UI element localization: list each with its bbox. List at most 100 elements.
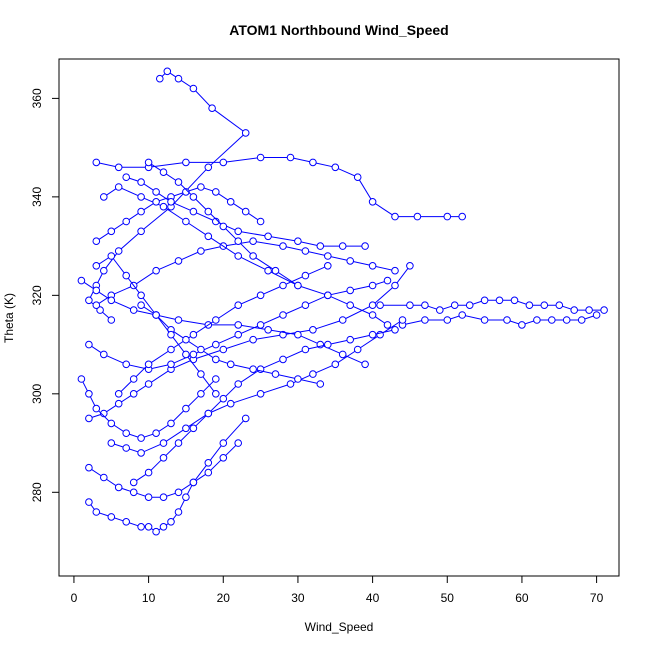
data-point bbox=[391, 326, 399, 334]
data-point bbox=[197, 183, 205, 191]
data-point bbox=[107, 227, 116, 236]
data-point bbox=[159, 168, 168, 176]
data-point bbox=[144, 493, 153, 502]
data-point bbox=[197, 370, 205, 378]
data-point bbox=[540, 301, 549, 310]
series-1 bbox=[85, 67, 250, 324]
data-point bbox=[204, 409, 213, 418]
data-point bbox=[107, 439, 116, 447]
series-14 bbox=[129, 326, 399, 487]
data-point bbox=[100, 266, 108, 275]
data-point bbox=[279, 330, 287, 339]
data-point bbox=[182, 404, 190, 413]
data-point bbox=[159, 202, 168, 211]
data-point bbox=[391, 212, 399, 221]
data-point bbox=[159, 523, 168, 531]
series-19 bbox=[92, 252, 220, 398]
x-axis-label: Wind_Speed bbox=[305, 620, 374, 634]
series-2 bbox=[92, 153, 467, 221]
data-point bbox=[137, 449, 145, 457]
data-point bbox=[129, 306, 138, 314]
data-point bbox=[421, 301, 429, 310]
data-point bbox=[137, 178, 145, 186]
y-axis-label: Theta (K) bbox=[2, 293, 16, 343]
series-4 bbox=[398, 311, 601, 329]
data-point bbox=[331, 360, 340, 369]
data-point bbox=[189, 478, 198, 487]
data-point bbox=[182, 424, 190, 433]
data-point bbox=[182, 335, 190, 344]
data-point bbox=[368, 262, 377, 270]
data-point bbox=[279, 242, 287, 250]
data-point bbox=[346, 301, 355, 310]
data-point bbox=[182, 188, 190, 196]
data-point bbox=[256, 390, 265, 398]
data-point bbox=[129, 488, 138, 497]
data-point bbox=[480, 296, 489, 305]
data-point bbox=[219, 222, 228, 231]
series-20 bbox=[144, 158, 302, 290]
data-point bbox=[212, 355, 220, 364]
series-5 bbox=[85, 414, 250, 536]
data-point bbox=[182, 217, 190, 226]
x-tick-label: 0 bbox=[71, 591, 78, 605]
data-point bbox=[137, 227, 145, 236]
data-point bbox=[167, 518, 175, 526]
data-point bbox=[294, 375, 302, 383]
y-tick-label: 340 bbox=[30, 187, 44, 207]
data-point bbox=[85, 340, 93, 349]
data-point bbox=[361, 242, 369, 250]
y-tick-label: 280 bbox=[30, 482, 44, 502]
series-9 bbox=[107, 316, 407, 457]
data-point bbox=[204, 468, 213, 477]
data-point bbox=[212, 390, 220, 398]
data-point bbox=[406, 301, 414, 310]
data-point bbox=[85, 463, 93, 472]
data-point bbox=[212, 340, 220, 349]
data-point bbox=[301, 301, 310, 310]
data-point bbox=[85, 390, 93, 398]
x-axis: 0 10 20 30 40 50 60 70 bbox=[71, 575, 604, 605]
data-point bbox=[100, 473, 108, 482]
data-point bbox=[144, 523, 153, 531]
data-point bbox=[114, 399, 123, 408]
data-point bbox=[256, 321, 265, 329]
data-point bbox=[234, 330, 242, 339]
data-point bbox=[458, 311, 467, 319]
data-point bbox=[189, 350, 198, 359]
data-point bbox=[92, 404, 101, 413]
data-point bbox=[129, 375, 138, 383]
data-point bbox=[197, 247, 205, 255]
data-point bbox=[458, 212, 467, 221]
data-point bbox=[219, 394, 228, 403]
data-point bbox=[592, 311, 601, 319]
x-tick-label: 70 bbox=[590, 591, 604, 605]
data-point bbox=[152, 188, 160, 196]
series-line bbox=[140, 304, 321, 385]
data-point bbox=[480, 316, 489, 324]
data-point bbox=[421, 316, 429, 324]
data-point bbox=[174, 439, 183, 447]
data-point bbox=[256, 153, 265, 162]
data-point bbox=[96, 306, 104, 314]
data-point bbox=[212, 188, 220, 196]
series-12 bbox=[114, 262, 332, 398]
series-18 bbox=[137, 301, 325, 388]
data-point bbox=[465, 301, 474, 310]
data-point bbox=[219, 439, 228, 447]
data-point bbox=[137, 523, 145, 531]
data-point bbox=[570, 306, 579, 314]
x-tick-label: 60 bbox=[515, 591, 529, 605]
data-point bbox=[159, 439, 168, 447]
data-point bbox=[189, 424, 198, 433]
data-point bbox=[152, 266, 160, 275]
data-point bbox=[226, 360, 235, 369]
series-17 bbox=[85, 439, 242, 502]
data-point bbox=[226, 399, 235, 408]
data-point bbox=[226, 198, 235, 206]
data-point bbox=[92, 508, 101, 516]
x-tick-label: 30 bbox=[291, 591, 305, 605]
data-point bbox=[286, 153, 295, 162]
data-point bbox=[391, 266, 399, 275]
data-point bbox=[137, 193, 145, 201]
